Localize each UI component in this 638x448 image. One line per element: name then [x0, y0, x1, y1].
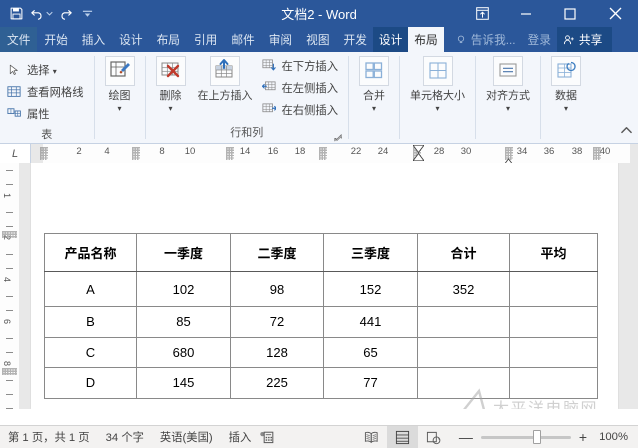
svg-text:太平洋电脑网: 太平洋电脑网: [493, 400, 598, 409]
